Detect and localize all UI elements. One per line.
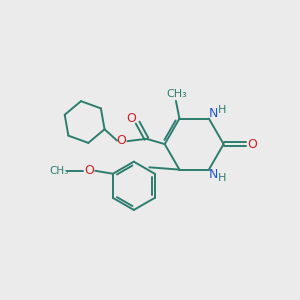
Text: O: O [247, 138, 257, 151]
Text: N: N [208, 167, 218, 181]
Text: N: N [208, 107, 218, 120]
Text: CH₃: CH₃ [50, 166, 69, 176]
Text: H: H [218, 173, 226, 183]
Text: H: H [218, 105, 226, 116]
Text: O: O [84, 164, 94, 177]
Text: CH₃: CH₃ [166, 88, 187, 99]
Text: O: O [116, 134, 126, 147]
Text: O: O [126, 112, 136, 125]
